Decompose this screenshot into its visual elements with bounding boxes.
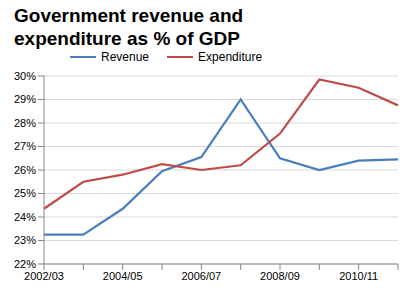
html-text:Government revenue and expendi: Government revenue and expenditure as % … (14, 5, 244, 49)
html-text:Revenue: Revenue (101, 50, 149, 64)
svg-text:2004/05: 2004/05 (103, 270, 143, 282)
html-text:Expenditure: Expenditure (198, 50, 263, 64)
svg-text:24%: 24% (14, 211, 36, 223)
svg-text:2010/11: 2010/11 (339, 270, 378, 282)
svg-text:26%: 26% (14, 164, 36, 176)
svg-text:29%: 29% (14, 93, 36, 105)
svg-text:22%: 22% (14, 258, 36, 270)
svg-text:23%: 23% (14, 234, 36, 246)
svg-text:2008/09: 2008/09 (260, 270, 300, 282)
svg-text:2002/03: 2002/03 (24, 270, 64, 282)
svg-text:28%: 28% (14, 117, 36, 129)
svg-text:2006/07: 2006/07 (181, 270, 221, 282)
svg-text:27%: 27% (14, 140, 36, 152)
svg-text:25%: 25% (14, 187, 36, 199)
svg-text:30%: 30% (14, 70, 36, 82)
